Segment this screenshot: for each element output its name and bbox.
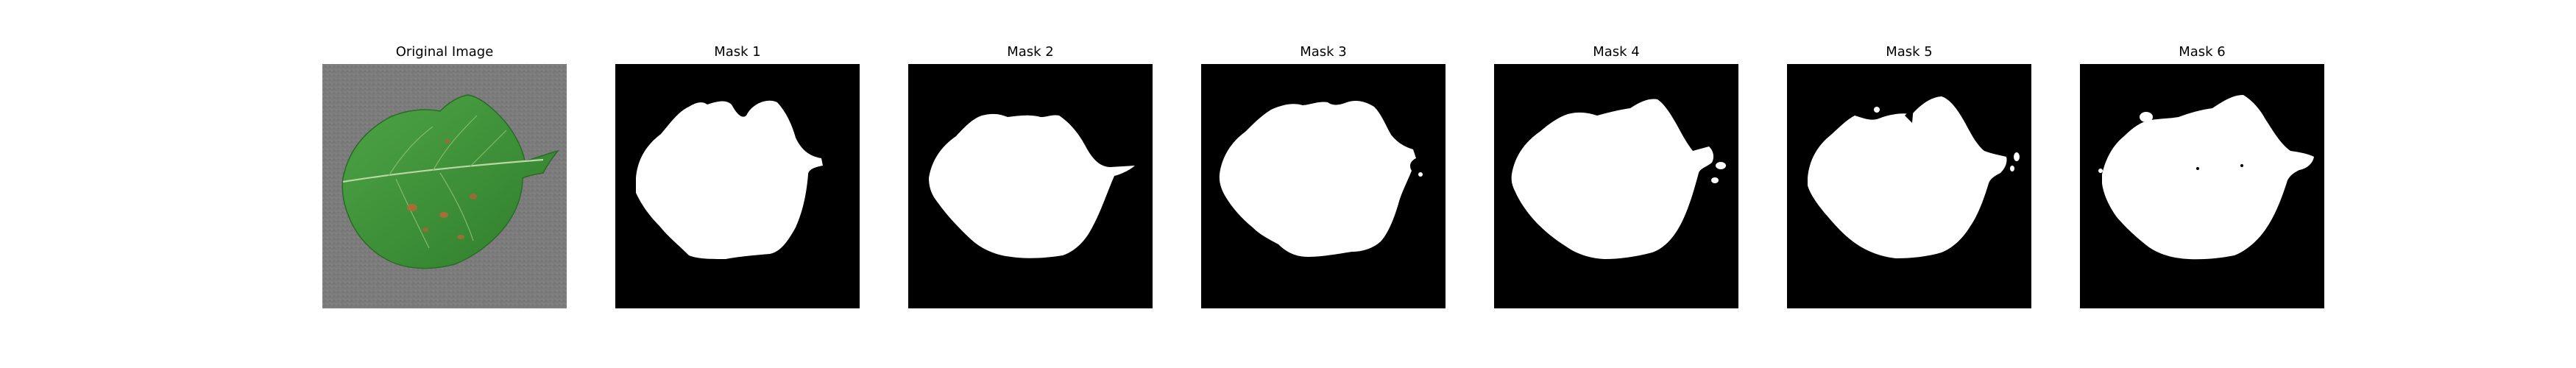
mask-2-shape: [929, 113, 1135, 258]
panel-title: Mask 3: [1300, 44, 1347, 60]
mask-4-shape: [1511, 99, 1726, 259]
panel-original-image: Original Image: [322, 0, 567, 368]
panel-mask-1: Mask 1: [615, 0, 860, 368]
mask-4-image: [1494, 64, 1738, 308]
panel-mask-5: Mask 5: [1787, 0, 2031, 368]
mask-5-shape: [1808, 96, 2020, 258]
panel-mask-6: Mask 6: [2080, 0, 2324, 368]
panel-title: Mask 5: [1886, 44, 1933, 60]
mask-1-shape: [636, 100, 823, 259]
panel-title: Mask 1: [714, 44, 761, 60]
panel-mask-4: Mask 4: [1494, 0, 1738, 368]
mask-6-shape: [2098, 95, 2314, 260]
mask-3-image: [1201, 64, 1446, 308]
mask-6-image: [2080, 64, 2324, 308]
panel-title: Mask 4: [1593, 44, 1640, 60]
panel-mask-3: Mask 3: [1201, 0, 1446, 368]
mask-2-image: [908, 64, 1153, 308]
panel-mask-2: Mask 2: [908, 0, 1153, 368]
leaf-photo-graphic: [322, 64, 567, 308]
panel-title: Mask 6: [2179, 44, 2226, 60]
panel-title: Original Image: [395, 44, 494, 60]
original-leaf-photo: [322, 64, 567, 308]
panel-title: Mask 2: [1007, 44, 1054, 60]
mask-3-shape: [1219, 101, 1423, 257]
mask-1-image: [615, 64, 860, 308]
mask-5-image: [1787, 64, 2031, 308]
